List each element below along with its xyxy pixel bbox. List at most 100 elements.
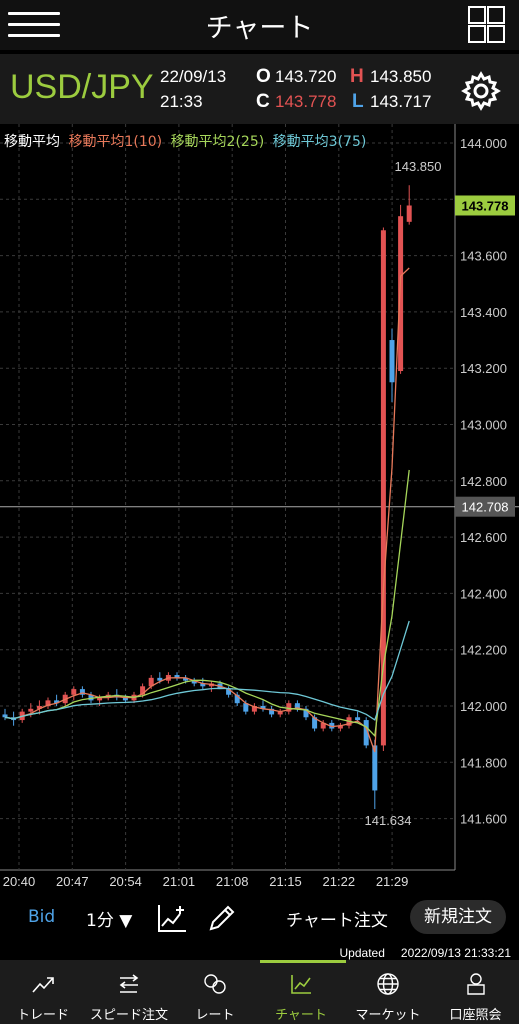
tab-label: 口座照会 <box>449 1008 502 1023</box>
ma-legend-3: 移動平均3(75) <box>272 134 367 150</box>
active-tab-indicator <box>260 960 346 963</box>
rate-icon <box>204 974 226 994</box>
tab-label: チャート <box>275 1008 327 1023</box>
bid-ask-toggle[interactable]: Bid <box>28 907 56 927</box>
y-tick-label: 143.200 <box>460 361 507 376</box>
x-tick-label: 21:29 <box>376 874 409 889</box>
ma2-line <box>4 469 410 738</box>
candle-body <box>174 675 180 678</box>
top-bar: チャート <box>0 0 519 50</box>
candle-body <box>28 708 34 712</box>
open-value: 143.720 <box>275 67 337 86</box>
candle-body <box>389 340 395 383</box>
candle-body <box>260 706 266 709</box>
draw-pencil-icon[interactable] <box>206 902 238 934</box>
candle-body <box>140 686 146 695</box>
candle-body <box>36 706 42 709</box>
candle-body <box>200 683 206 687</box>
candlestick-chart[interactable]: 144.000143.800143.600143.400143.200143.0… <box>0 124 519 900</box>
candle-body <box>234 694 240 704</box>
tab-trade[interactable]: トレード <box>0 960 86 1024</box>
ma1-line <box>4 267 410 753</box>
period-select[interactable]: 1分 ▼ <box>86 911 133 931</box>
candle-body <box>320 722 326 729</box>
x-tick-label: 20:47 <box>56 874 89 889</box>
grid-layout-icon[interactable] <box>468 6 505 43</box>
currency-pair[interactable]: USD/JPY <box>10 68 154 106</box>
candle-body <box>88 694 94 701</box>
y-tick-label: 142.600 <box>460 530 507 545</box>
ma-legend: 移動平均 移動平均1(10) 移動平均2(25) 移動平均3(75) <box>4 131 370 151</box>
chart-order-button[interactable]: チャート注文 <box>286 911 388 931</box>
candle-body <box>380 230 386 746</box>
candle-body <box>251 706 257 712</box>
candle-body <box>329 722 335 729</box>
current-price-label: 143.778 <box>462 198 509 213</box>
y-tick-label: 142.000 <box>460 699 507 714</box>
candle-body <box>148 677 154 687</box>
y-tick-label: 144.000 <box>460 136 507 151</box>
candle-body <box>363 720 369 746</box>
candle-body <box>312 717 318 729</box>
candle-body <box>398 216 404 372</box>
candle-body <box>277 711 283 715</box>
chart-icon <box>291 975 311 994</box>
tab-rate[interactable]: レート <box>172 960 258 1024</box>
new-order-button[interactable]: 新規注文 <box>410 900 506 934</box>
candle-body <box>157 677 163 681</box>
low-label: L <box>352 91 364 112</box>
x-tick-label: 20:40 <box>3 874 36 889</box>
updated-label: Updated <box>339 946 385 960</box>
candle-body <box>2 714 8 718</box>
crosshair-price-box <box>455 496 515 517</box>
current-price-box <box>455 195 515 216</box>
candle-body <box>243 703 249 712</box>
x-tick-label: 21:22 <box>323 874 356 889</box>
tab-chart[interactable]: チャート <box>258 960 344 1024</box>
y-tick-label: 141.600 <box>460 812 507 827</box>
y-tick-label: 142.400 <box>460 586 507 601</box>
tab-label: レート <box>195 1008 235 1023</box>
quote-bar: USD/JPY 22/09/13 21:33 O 143.720 H 143.8… <box>0 54 519 124</box>
y-tick-label: 143.000 <box>460 418 507 433</box>
y-tick-label: 143.400 <box>460 305 507 320</box>
chart-toolbar: Bid 1分 ▼ チャート注文 新規注文 <box>0 900 519 936</box>
candle-body <box>355 717 361 721</box>
candle-body <box>303 708 309 718</box>
candle-body <box>191 680 197 684</box>
ma3-line <box>4 620 410 721</box>
y-tick-label: 143.600 <box>460 249 507 264</box>
x-tick-label: 21:01 <box>163 874 196 889</box>
y-tick-label: 142.800 <box>460 474 507 489</box>
quote-time: 21:33 <box>160 92 203 111</box>
tab-speed-order[interactable]: スピード注文 <box>86 960 172 1024</box>
low-value: 143.717 <box>370 92 432 111</box>
add-indicator-icon[interactable] <box>156 902 188 934</box>
candle-body <box>286 703 292 712</box>
quote-date: 22/09/13 <box>160 67 227 86</box>
tab-label: マーケット <box>355 1008 421 1023</box>
candle-body <box>337 725 343 729</box>
hamburger-menu-icon[interactable] <box>8 10 60 38</box>
updated-timestamp: Updated 2022/09/13 21:33:21 <box>324 946 511 960</box>
crosshair-price-label: 142.708 <box>462 500 509 515</box>
candle-body <box>183 677 189 681</box>
tab-market[interactable]: マーケット <box>344 960 432 1024</box>
close-label: C <box>256 91 270 112</box>
account-icon <box>466 973 485 995</box>
tab-account[interactable]: 口座照会 <box>432 960 519 1024</box>
candle-body <box>226 689 232 695</box>
speed-order-icon <box>119 974 139 993</box>
market-icon <box>377 973 399 995</box>
y-tick-label: 142.200 <box>460 643 507 658</box>
settings-gear-icon[interactable] <box>460 70 502 112</box>
y-tick-label: 141.800 <box>460 755 507 770</box>
candle-body <box>122 697 128 701</box>
open-label: O <box>256 66 271 87</box>
candle-body <box>79 689 85 695</box>
trade-icon <box>32 977 54 993</box>
candle-body <box>97 697 103 701</box>
x-tick-label: 20:54 <box>109 874 142 889</box>
candle-body <box>71 689 77 695</box>
tab-label: スピード注文 <box>89 1008 168 1023</box>
